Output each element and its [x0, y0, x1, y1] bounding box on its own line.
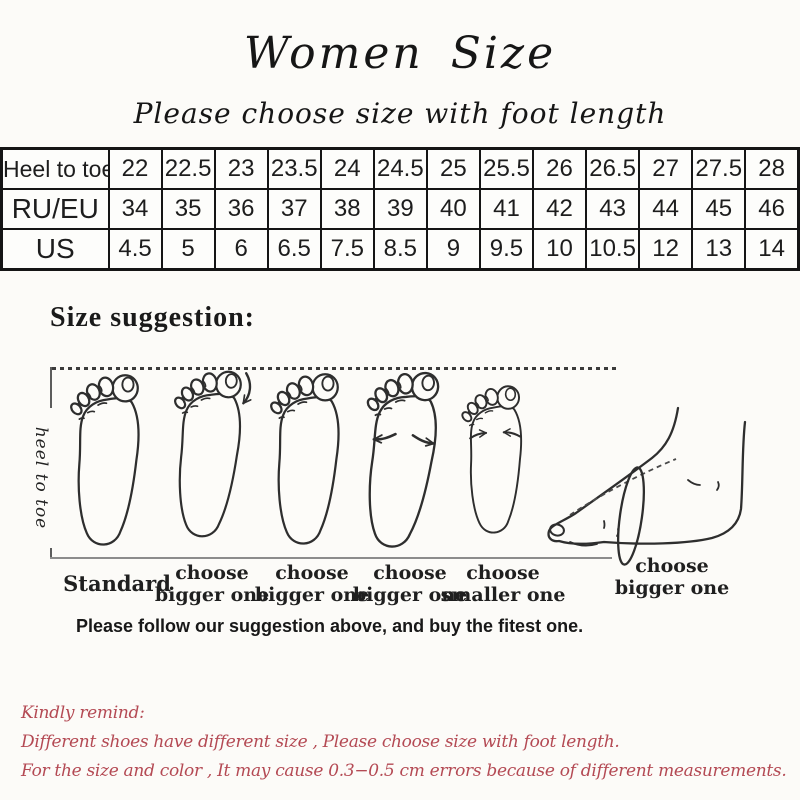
size-row-ru-eu: RU/EU 34 35 36 37 38 39 40 41 42 43 44 4…	[0, 188, 800, 230]
size-cell: 44	[638, 188, 694, 230]
size-table: Heel to toe 22 22.5 23 23.5 24 24.5 25 2…	[0, 147, 800, 271]
size-cell: 22.5	[160, 147, 216, 190]
reminder-line-sizes: Different shoes have different size , Pl…	[21, 732, 620, 752]
size-cell: 35	[160, 188, 216, 230]
size-cell: 22	[107, 147, 163, 190]
page-title: Women Size	[243, 28, 557, 79]
size-row-heel-to-toe: Heel to toe 22 22.5 23 23.5 24 24.5 25 2…	[0, 147, 800, 190]
size-cell: 7.5	[319, 228, 375, 271]
footprint-spread-arrows-illustration	[354, 367, 441, 551]
size-cell: 27	[638, 147, 694, 190]
size-cell: 23.5	[266, 147, 322, 190]
size-cell: 38	[319, 188, 375, 230]
size-cell: 14	[744, 228, 800, 271]
row-label-us: US	[0, 228, 110, 271]
size-cell: 37	[266, 188, 322, 230]
size-cell: 24.5	[372, 147, 428, 190]
footprint-long-toe-illustration	[167, 368, 252, 539]
foot-label-choose-bigger-1: choose bigger one	[154, 562, 270, 606]
size-cell: 42	[531, 188, 588, 230]
heel-base-line	[50, 557, 612, 559]
size-cell: 10.5	[585, 228, 641, 271]
footprint-wide-illustration	[267, 373, 340, 545]
footprint-narrow-arrows-illustration	[458, 384, 526, 535]
size-cell: 6	[213, 228, 269, 271]
size-cell: 25	[425, 147, 481, 190]
size-cell: 8.5	[372, 228, 428, 271]
size-cell: 24	[319, 147, 375, 190]
foot-label-choose-smaller: choose smaller one	[440, 562, 566, 606]
reminder-line-errors: For the size and color , It may cause 0.…	[21, 761, 787, 781]
toe-dotted-line	[52, 367, 618, 370]
size-cell: 23	[213, 147, 269, 190]
size-cell: 28	[744, 147, 800, 190]
row-label-heel-to-toe: Heel to toe	[0, 147, 110, 190]
size-cell: 46	[744, 188, 800, 230]
foot-side-view-illustration	[547, 406, 747, 566]
size-cell: 6.5	[266, 228, 322, 271]
size-cell: 10	[531, 228, 588, 271]
size-cell: 13	[691, 228, 747, 271]
kindly-remind-heading: Kindly remind:	[21, 703, 145, 723]
size-suggestion-heading: Size suggestion:	[50, 302, 255, 333]
size-cell: 5	[160, 228, 216, 271]
size-cell: 9.5	[478, 228, 535, 271]
foot-label-standard: Standard	[63, 571, 171, 596]
size-cell: 27.5	[691, 147, 747, 190]
suggestion-note: Please follow our suggestion above, and …	[76, 616, 584, 636]
size-cell: 41	[478, 188, 535, 230]
page-subtitle: Please choose size with foot length	[133, 97, 667, 130]
footprint-standard-illustration	[67, 374, 140, 546]
size-row-us: US 4.5 5 6 6.5 7.5 8.5 9 9.5 10 10.5 12 …	[0, 228, 800, 271]
foot-label-choose-bigger-side: choose bigger one	[614, 555, 730, 599]
heel-to-toe-axis-label: heel to toe	[30, 408, 52, 548]
size-cell: 12	[638, 228, 694, 271]
size-cell: 39	[372, 188, 428, 230]
measuring-tape-loop	[616, 466, 646, 566]
size-cell: 40	[425, 188, 481, 230]
size-suggestion-diagram: heel to toe Standard choose bigger one c…	[0, 360, 800, 610]
foot-label-choose-bigger-2: choose bigger one	[254, 562, 370, 606]
size-cell: 26	[531, 147, 588, 190]
size-cell: 43	[585, 188, 641, 230]
size-cell: 36	[213, 188, 269, 230]
size-cell: 25.5	[478, 147, 535, 190]
size-cell: 45	[691, 188, 747, 230]
size-cell: 34	[107, 188, 163, 230]
size-cell: 26.5	[585, 147, 641, 190]
size-cell: 4.5	[107, 228, 163, 271]
row-label-ru-eu: RU/EU	[0, 188, 110, 230]
foot-label-choose-bigger-3: choose bigger one	[352, 562, 468, 606]
size-cell: 9	[425, 228, 481, 271]
